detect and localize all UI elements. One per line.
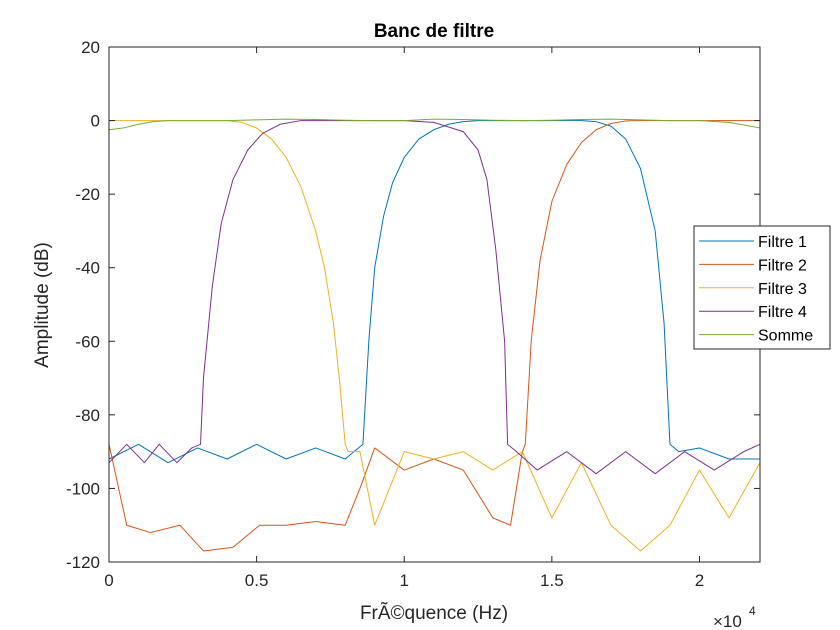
x-tick-label: 2 bbox=[695, 571, 704, 590]
x-tick-label: 1.5 bbox=[540, 571, 564, 590]
y-tick-label: 20 bbox=[81, 38, 100, 57]
series-layer bbox=[108, 118, 761, 552]
x-tick-label: 0 bbox=[104, 571, 113, 590]
chart-title: Banc de filtre bbox=[374, 21, 494, 42]
series-line-5 bbox=[108, 118, 761, 131]
y-tick-label: -80 bbox=[75, 406, 100, 425]
y-axis-label: Amplitude (dB) bbox=[32, 242, 53, 368]
y-tick-label: 0 bbox=[91, 112, 100, 131]
x-tick-label: 0.5 bbox=[245, 571, 269, 590]
plot-area bbox=[109, 47, 760, 562]
legend-label-2: Filtre 2 bbox=[758, 257, 807, 274]
x-axis-label: FrÃ©quence (Hz) bbox=[360, 602, 508, 624]
x-tick-label: 1 bbox=[400, 571, 409, 590]
y-tick-label: -60 bbox=[75, 332, 100, 351]
legend-label-3: Filtre 3 bbox=[758, 281, 807, 298]
x-exponent-power: 4 bbox=[749, 604, 756, 618]
series-line-1 bbox=[108, 120, 760, 464]
y-tick-label: -120 bbox=[66, 553, 100, 572]
legend-label-1: Filtre 1 bbox=[758, 234, 807, 251]
legend-label-5: Somme bbox=[758, 328, 813, 345]
y-tick-label: -100 bbox=[66, 479, 100, 498]
x-exponent-base: ×10 bbox=[713, 612, 742, 630]
x-exponent: ×10 4 bbox=[713, 604, 756, 630]
legend-label-4: Filtre 4 bbox=[758, 304, 807, 321]
y-tick-label: -20 bbox=[75, 185, 100, 204]
y-tick-label: -40 bbox=[75, 259, 100, 278]
legend: Filtre 1 Filtre 2 Filtre 3 Filtre 4 Somme bbox=[693, 225, 831, 350]
ticks-layer: 0 0.5 1 1.5 2 -120 -100 -80 -60 -40 -20 0 20 bbox=[66, 38, 760, 590]
series-line-2 bbox=[108, 120, 760, 552]
